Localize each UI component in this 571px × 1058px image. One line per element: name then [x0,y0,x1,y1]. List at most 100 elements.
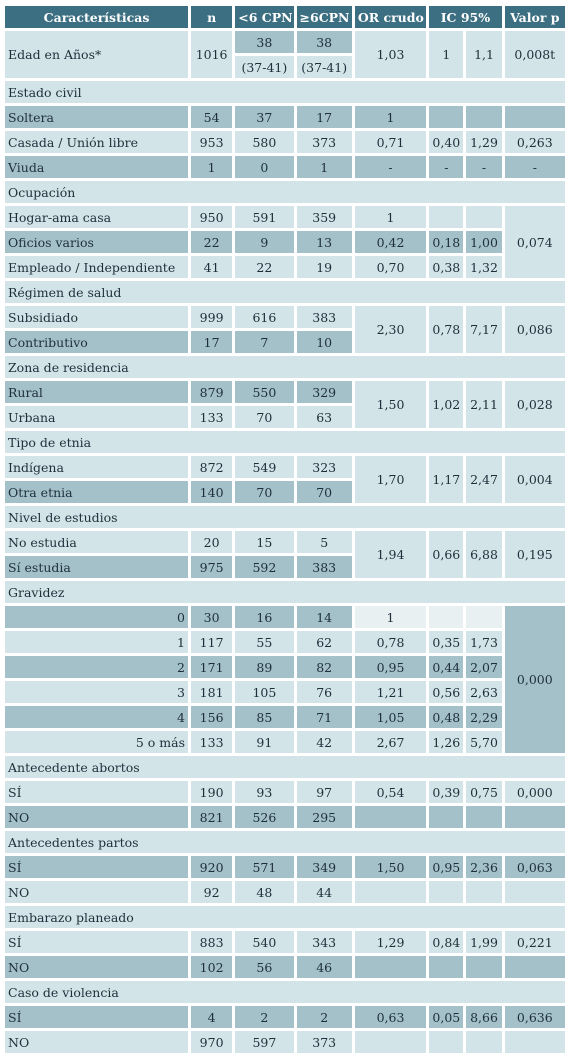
section-row: Embarazo planeado [5,906,565,928]
cell-ic-hi: 5,70 [466,731,502,753]
section-title: Caso de violencia [5,981,565,1003]
cell-or: 0,63 [354,1006,427,1028]
cell-ge6: 63 [296,406,352,428]
cell-lt6: 597 [235,1031,294,1053]
cell-p [504,806,565,828]
cell-ge6: 44 [296,881,352,903]
header-n: n [191,6,233,28]
cell-p: 0,063 [504,856,565,878]
cell-n: 872 [191,456,233,478]
table-row: Soltera 54 37 17 1 [5,106,565,128]
row-label: Contributivo [5,331,188,353]
table-row: Indígena 872 549 323 1,70 1,17 2,47 0,00… [5,456,565,503]
cell-or: 0,70 [354,256,427,278]
cell-ge6: 323 [296,456,352,478]
cell-ge6: 329 [296,381,352,403]
cell-n: 190 [191,781,233,803]
cell-n: 950 [191,206,233,228]
row-label: Rural [5,381,188,403]
age-or: 1,03 [354,31,427,78]
cell-or: 1,29 [354,931,427,953]
row-label: 2 [5,656,188,678]
cell-n: 920 [191,856,233,878]
cell-lt6: 105 [235,681,294,703]
cell-ic-hi [466,956,502,978]
cell-n: 975 [191,556,233,578]
cell-n: 953 [191,131,233,153]
table-row: 2 171 89 82 0,95 0,44 2,07 [5,656,565,678]
cell-lt6: 89 [235,656,294,678]
cell-p: 0,074 [504,206,565,278]
section-row: Antecedentes partos [5,831,565,853]
row-label: SÍ [5,856,188,878]
table-row: Urbana 133 70 63 [5,406,565,428]
cell-ic-hi [466,206,502,228]
row-label: No estudia [5,531,188,553]
cell-lt6: 70 [235,481,294,503]
row-label: Subsidiado [5,306,188,328]
header-p: Valor p [504,6,565,28]
cell-or [354,1031,427,1053]
row-label: SÍ [5,781,188,803]
section-row: Caso de violencia [5,981,565,1003]
age-lt-top: 38 [235,31,294,53]
cell-n: 181 [191,681,233,703]
cell-or: 1,21 [354,681,427,703]
cell-ge6: 373 [296,131,352,153]
cell-or: 1,50 [354,381,427,428]
age-ge-top: 38 [296,31,352,53]
cell-n: 999 [191,306,233,328]
section-row: Nivel de estudios [5,506,565,528]
section-row: Gravidez [5,581,565,603]
cell-ge6: 82 [296,656,352,678]
cell-ge6: 10 [296,331,352,353]
cell-n: 102 [191,956,233,978]
characteristics-table: Características n <6 CPN ≥6CPN OR crudo … [2,3,568,1056]
cell-ic-hi [466,106,502,128]
cell-lt6: 616 [235,306,294,328]
row-label: SÍ [5,1006,188,1028]
row-label: NO [5,1031,188,1053]
cell-lt6: 93 [235,781,294,803]
table-row: (37-41) (37-41) [5,56,565,78]
cell-lt6: 580 [235,131,294,153]
cell-ic-lo: 1,02 [429,381,464,428]
section-row: Zona de residencia [5,356,565,378]
cell-ge6: 46 [296,956,352,978]
cell-lt6: 55 [235,631,294,653]
cell-lt6: 0 [235,156,294,178]
table-row: Contributivo 17 7 10 [5,331,565,353]
cell-or: 0,95 [354,656,427,678]
age-n: 1016 [191,31,233,78]
cell-ge6: 343 [296,931,352,953]
cell-ic-hi: 1,99 [466,931,502,953]
row-label: Oficios varios [5,231,188,253]
cell-ic-lo [429,806,464,828]
cell-ic-lo: 0,56 [429,681,464,703]
header-lt6: <6 CPN [235,6,294,28]
cell-lt6: 7 [235,331,294,353]
cell-ge6: 14 [296,606,352,628]
cell-p: 0,000 [504,606,565,753]
cell-lt6: 549 [235,456,294,478]
cell-lt6: 15 [235,531,294,553]
cell-ic-lo: 0,66 [429,531,464,578]
cell-p: 0,221 [504,931,565,953]
cell-ic-hi: 1,73 [466,631,502,653]
table-row: Sí estudia 975 592 383 [5,556,565,578]
table-row: 4 156 85 71 1,05 0,48 2,29 [5,706,565,728]
row-label: Otra etnia [5,481,188,503]
cell-ic-hi: 0,75 [466,781,502,803]
cell-ic-lo [429,206,464,228]
cell-ic-lo: 0,39 [429,781,464,803]
table-row: Otra etnia 140 70 70 [5,481,565,503]
cell-or: 1 [354,106,427,128]
cell-ic-lo: 0,78 [429,306,464,353]
cell-n: 22 [191,231,233,253]
table-row: Oficios varios 22 9 13 0,42 0,18 1,00 [5,231,565,253]
cell-p: 0,263 [504,131,565,153]
table-row: SÍ 920 571 349 1,50 0,95 2,36 0,063 [5,856,565,878]
cell-ge6: 383 [296,306,352,328]
cell-ic-hi: 2,07 [466,656,502,678]
row-label: 0 [5,606,188,628]
